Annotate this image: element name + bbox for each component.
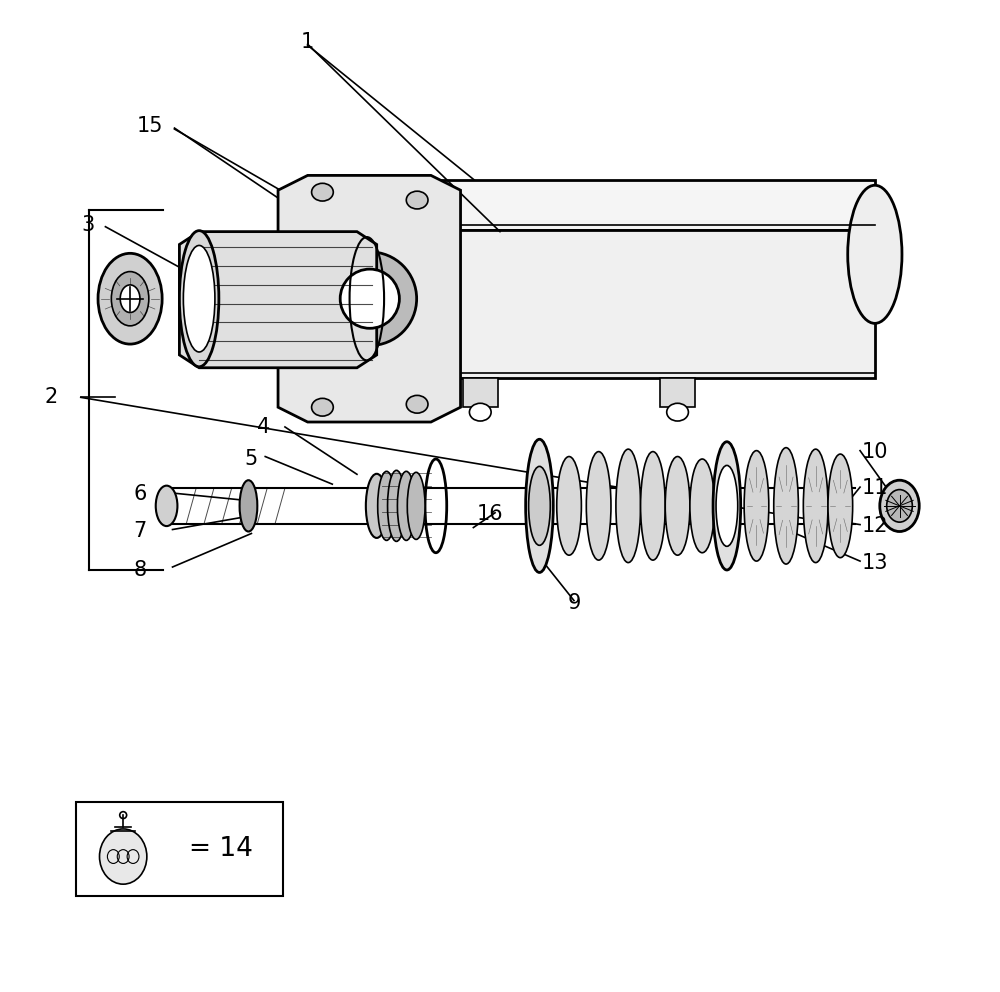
Ellipse shape: [713, 441, 741, 570]
Text: 4: 4: [257, 417, 270, 436]
Ellipse shape: [716, 465, 738, 547]
Ellipse shape: [880, 480, 919, 532]
Text: 7: 7: [133, 521, 147, 541]
Text: 10: 10: [862, 441, 888, 461]
Ellipse shape: [848, 186, 902, 323]
Text: 15: 15: [137, 116, 163, 136]
Text: 3: 3: [81, 214, 94, 235]
Ellipse shape: [744, 450, 769, 561]
Ellipse shape: [312, 399, 333, 416]
Ellipse shape: [98, 253, 162, 344]
Ellipse shape: [397, 471, 415, 541]
Polygon shape: [660, 378, 695, 408]
Text: 8: 8: [133, 559, 147, 580]
Polygon shape: [278, 176, 461, 422]
Text: 16: 16: [477, 504, 503, 524]
Ellipse shape: [323, 252, 417, 345]
Polygon shape: [387, 230, 875, 378]
Ellipse shape: [667, 404, 688, 421]
Text: 13: 13: [862, 554, 888, 573]
Text: = 14: = 14: [189, 835, 253, 862]
Ellipse shape: [120, 285, 140, 312]
Ellipse shape: [586, 451, 611, 560]
Text: 11: 11: [862, 478, 888, 498]
Text: 12: 12: [862, 516, 888, 536]
Ellipse shape: [156, 486, 177, 526]
Ellipse shape: [183, 245, 215, 352]
Text: 1: 1: [301, 32, 314, 53]
Ellipse shape: [366, 474, 388, 538]
Polygon shape: [387, 181, 875, 230]
Ellipse shape: [690, 459, 715, 553]
Ellipse shape: [616, 449, 641, 562]
Ellipse shape: [388, 470, 405, 542]
Ellipse shape: [469, 404, 491, 421]
Ellipse shape: [312, 184, 333, 201]
Ellipse shape: [887, 490, 912, 522]
Ellipse shape: [179, 231, 219, 367]
Ellipse shape: [240, 480, 257, 532]
Ellipse shape: [340, 269, 399, 328]
Ellipse shape: [803, 449, 828, 562]
Polygon shape: [463, 378, 498, 408]
Ellipse shape: [362, 234, 411, 373]
Ellipse shape: [526, 439, 553, 572]
Text: 5: 5: [245, 448, 258, 468]
Ellipse shape: [111, 272, 149, 325]
Ellipse shape: [641, 451, 665, 560]
Text: 2: 2: [45, 387, 58, 408]
Text: 6: 6: [133, 484, 147, 504]
Bar: [76, 802, 283, 896]
Ellipse shape: [774, 447, 798, 564]
Ellipse shape: [828, 454, 853, 558]
Ellipse shape: [557, 456, 581, 556]
Polygon shape: [179, 232, 377, 368]
Text: 9: 9: [567, 592, 581, 612]
Ellipse shape: [529, 466, 550, 546]
Ellipse shape: [407, 472, 425, 540]
Ellipse shape: [378, 471, 395, 541]
Ellipse shape: [100, 829, 147, 884]
Ellipse shape: [406, 396, 428, 413]
Ellipse shape: [665, 456, 690, 556]
Ellipse shape: [406, 191, 428, 209]
